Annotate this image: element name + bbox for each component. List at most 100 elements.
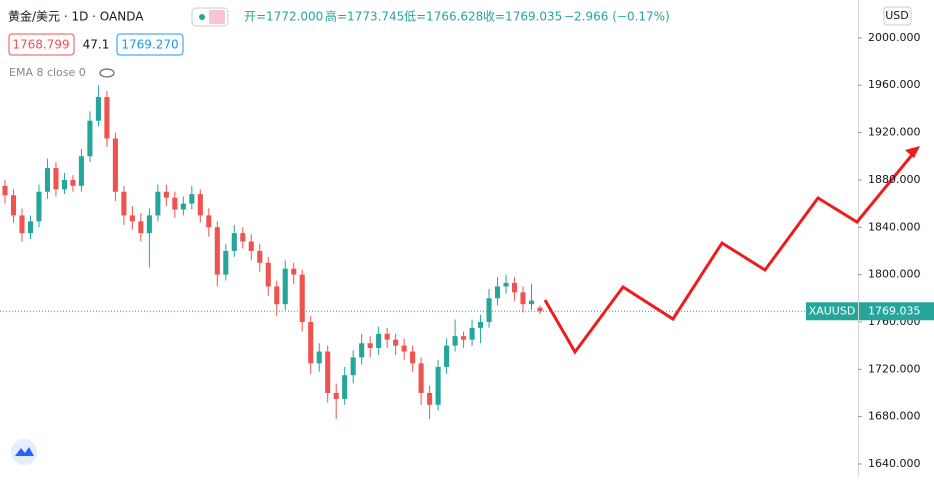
close: 收=1769.035 bbox=[483, 10, 562, 24]
candle-body bbox=[511, 282, 518, 293]
candle-body bbox=[316, 351, 322, 364]
candle-body bbox=[265, 262, 271, 287]
candle-body bbox=[163, 191, 169, 198]
status-icon bbox=[209, 10, 225, 24]
symbol-tag bbox=[806, 302, 858, 321]
indicator: EMA 8 close 0 bbox=[9, 66, 86, 79]
candle-body bbox=[214, 227, 220, 275]
low: 低=1766.628 bbox=[404, 10, 483, 24]
candle-body bbox=[444, 345, 450, 367]
candle-body bbox=[291, 268, 297, 275]
currency: USD bbox=[885, 9, 909, 22]
candle-body bbox=[384, 333, 390, 340]
y-tick-label: 2000.000 bbox=[868, 31, 921, 44]
candle-body bbox=[129, 215, 135, 222]
candle-body bbox=[367, 343, 373, 348]
symbol: 黄金/美元 · 1D · OANDA bbox=[8, 9, 144, 24]
logo-mark bbox=[15, 447, 34, 456]
candle-body bbox=[121, 191, 127, 216]
candle-body bbox=[19, 215, 25, 234]
candle-body bbox=[452, 336, 458, 346]
candle-body bbox=[10, 195, 17, 216]
candle-body bbox=[240, 233, 246, 242]
plot bbox=[2, 85, 543, 420]
symbol-tag-label: XAUUSD bbox=[809, 304, 856, 317]
buy-box[interactable] bbox=[116, 33, 184, 56]
candle-body bbox=[393, 339, 399, 346]
candle-body bbox=[325, 351, 331, 393]
price-tag bbox=[859, 302, 934, 321]
y-tick-label: 1720.000 bbox=[868, 362, 921, 375]
candle-body bbox=[61, 179, 67, 190]
candle-body bbox=[478, 321, 484, 328]
candle-body bbox=[104, 97, 110, 139]
candle-body bbox=[418, 363, 424, 393]
candle-body bbox=[138, 221, 144, 234]
candle-body bbox=[299, 274, 305, 322]
sell-price: 1768.799 bbox=[12, 38, 69, 52]
candle-body bbox=[376, 333, 382, 348]
visibility-icon[interactable] bbox=[99, 68, 115, 78]
candle-body bbox=[27, 221, 34, 234]
candle-body bbox=[87, 120, 93, 157]
candle-body bbox=[172, 197, 178, 210]
candle-body bbox=[308, 321, 314, 364]
candle-body bbox=[257, 250, 263, 263]
candle-body bbox=[427, 392, 433, 405]
candle-body bbox=[494, 286, 501, 299]
candle-body bbox=[146, 215, 152, 234]
candle-body bbox=[503, 282, 509, 287]
candle-body bbox=[53, 168, 59, 190]
candle-body bbox=[520, 292, 526, 305]
open: 开=1772.000 bbox=[244, 10, 323, 24]
candle-body bbox=[350, 357, 356, 376]
candle-body bbox=[469, 327, 475, 340]
candle-body bbox=[435, 366, 441, 405]
candle-body bbox=[282, 268, 288, 305]
currency-box[interactable] bbox=[883, 6, 912, 26]
y-tick-label: 1880.000 bbox=[868, 173, 921, 186]
candle-body bbox=[70, 179, 76, 186]
candle-body bbox=[461, 336, 467, 340]
candle-body bbox=[333, 392, 339, 399]
candle-body bbox=[36, 191, 42, 222]
candle-body bbox=[197, 194, 203, 216]
candle-body bbox=[112, 138, 118, 192]
price-tag-label: 1769.035 bbox=[868, 304, 921, 317]
candle-body bbox=[155, 191, 161, 216]
buy-price: 1769.270 bbox=[121, 38, 178, 52]
candle-body bbox=[2, 185, 8, 196]
candle-body bbox=[342, 375, 348, 399]
spread: 47.1 bbox=[83, 38, 110, 52]
change: −2.966 (−0.17%) bbox=[564, 10, 670, 24]
candle-body bbox=[206, 215, 212, 228]
y-tick-label: 1960.000 bbox=[868, 78, 921, 91]
candle-body bbox=[486, 298, 492, 322]
candle-body bbox=[274, 286, 280, 305]
candle-body bbox=[223, 250, 229, 275]
candle-body bbox=[410, 351, 416, 364]
candle-body bbox=[359, 343, 365, 358]
candle-body bbox=[95, 97, 101, 121]
status-dot bbox=[199, 14, 205, 20]
y-tick-label: 1840.000 bbox=[868, 220, 921, 233]
candle-body bbox=[401, 345, 407, 352]
y-tick-label: 1800.000 bbox=[868, 268, 921, 281]
candle-body bbox=[78, 156, 84, 186]
projection-arrow bbox=[543, 149, 918, 355]
candle-body bbox=[528, 300, 535, 305]
arrow-head bbox=[905, 146, 920, 158]
high: 高=1773.745 bbox=[325, 9, 404, 24]
y-tick-label: 1680.000 bbox=[868, 410, 921, 423]
candle-body bbox=[180, 203, 186, 210]
sell-box[interactable] bbox=[8, 33, 75, 56]
candle-body bbox=[231, 233, 237, 251]
y-tick-label: 1920.000 bbox=[868, 126, 921, 139]
candle-body bbox=[248, 241, 254, 251]
y-tick-label: 1640.000 bbox=[868, 457, 921, 470]
candle-body bbox=[537, 307, 543, 312]
candle-body bbox=[44, 168, 51, 192]
candle-body bbox=[189, 194, 195, 204]
